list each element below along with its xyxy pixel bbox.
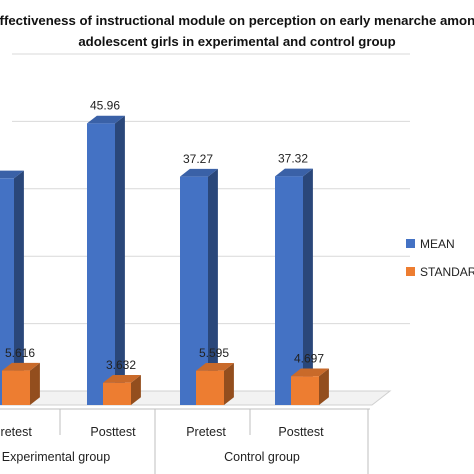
category-label: Posttest [90,425,136,439]
mean-data-label: 37.27 [183,152,213,166]
mean-bar [87,123,115,405]
sd-bar-top [196,363,234,371]
sd-bar [291,376,319,405]
sd-bar-side [224,363,234,405]
sd-bar [2,370,30,405]
category-label: Pretest [0,425,32,439]
mean-bar-top [87,115,125,124]
sd-data-label: 3.632 [106,358,136,372]
chart-title: Effectiveness of instructional module on… [0,10,474,52]
sd-bar-top [291,368,329,377]
sd-bar [103,382,131,405]
mean-bar-top [275,168,313,177]
mean-bar-side [14,170,24,405]
mean-data-label: 37.32 [278,152,308,166]
sd-data-label: 5.616 [5,346,35,360]
sd-bar-side [131,375,141,405]
sd-bar [196,370,224,405]
mean-bar-side [115,115,125,405]
group-label: Experimental group [2,450,110,464]
sd-bar-side [30,362,40,405]
group-label: Control group [224,450,300,464]
legend-swatch [406,239,415,248]
legend-label: STANDARD DEVIATION [420,265,474,279]
mean-bar-top [180,168,218,177]
mean-bar [0,178,14,405]
sd-bar-side [319,368,329,405]
mean-data-label: 45.96 [90,99,120,113]
sd-data-label: 5.595 [199,346,229,360]
mean-bar-side [208,168,218,405]
chart-title-line-2: adolescent girls in experimental and con… [78,34,396,49]
mean-bar-top [0,170,24,179]
legend-swatch [406,267,415,276]
legend-label: MEAN [420,237,455,251]
mean-bar [275,176,303,405]
sd-data-label: 4.697 [294,352,324,366]
sd-bar-top [103,375,141,383]
mean-bar-side [303,168,313,405]
sd-bar-top [2,362,40,371]
chart-title-line-1: Effectiveness of instructional module on… [0,13,474,28]
category-label: Pretest [186,425,226,439]
category-label: Posttest [278,425,324,439]
